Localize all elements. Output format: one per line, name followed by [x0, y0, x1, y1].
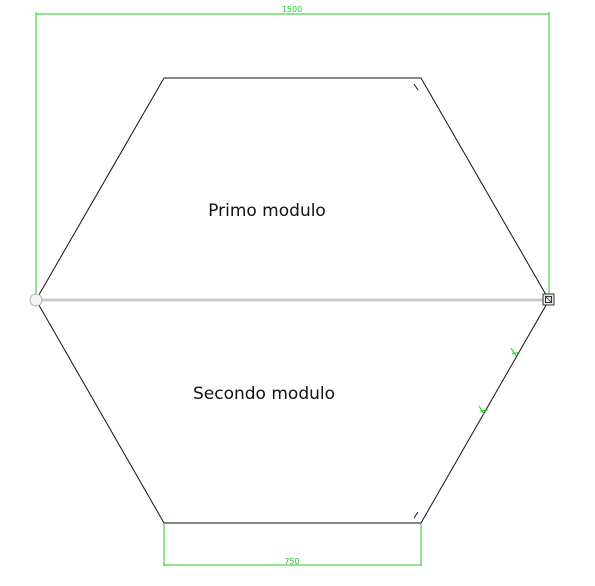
square-snap-handle-icon[interactable] [542, 293, 555, 306]
top-dimension-value: 1500 [282, 5, 302, 14]
bottom-module-label: Secondo modulo [193, 384, 335, 404]
bottom-dimension-value: 750 [284, 557, 299, 566]
top-module-label: Primo modulo [208, 201, 326, 221]
top-dimension: 1500 [35, 5, 550, 300]
bottom-dimension: 750 [163, 523, 422, 566]
edge-tick-marks [413, 83, 521, 519]
circle-handle-icon[interactable] [29, 293, 43, 307]
